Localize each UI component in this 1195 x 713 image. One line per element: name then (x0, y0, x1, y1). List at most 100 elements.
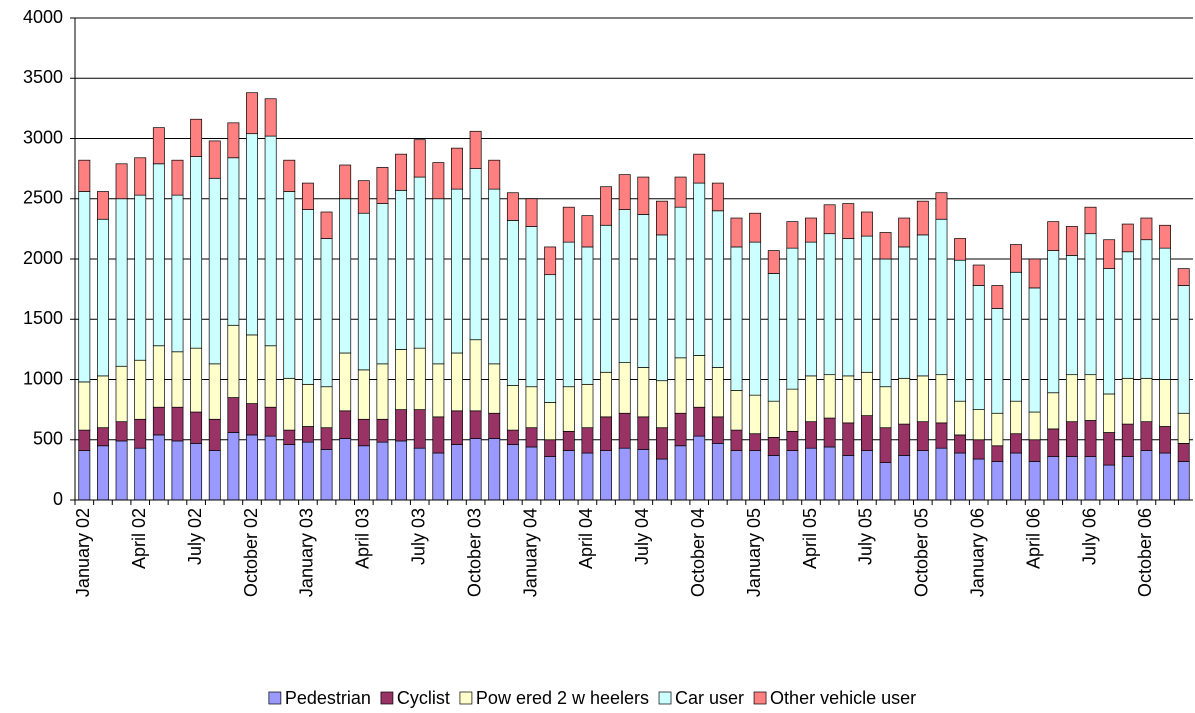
bar-segment (246, 133, 258, 336)
bar-segment (935, 374, 948, 424)
bar-segment (1084, 206, 1097, 235)
bar-segment (544, 439, 557, 457)
bar-segment (674, 412, 687, 447)
bar-segment (78, 450, 91, 501)
bar-segment (301, 182, 314, 210)
bar-segment (562, 241, 575, 388)
bar-segment (301, 426, 314, 443)
bar-segment (339, 164, 352, 200)
bar-segment (152, 345, 165, 408)
bar-segment (1121, 223, 1134, 253)
bar-segment (711, 182, 724, 212)
bar-segment (115, 365, 128, 423)
bar-segment (1047, 428, 1060, 457)
bar-segment (749, 394, 762, 435)
x-tick-label: April 04 (576, 508, 596, 569)
bar-segment (469, 339, 482, 412)
bar-segment (879, 462, 892, 501)
bar-segment (711, 416, 724, 444)
bar-segment (805, 421, 817, 449)
bar-segment (134, 359, 147, 420)
bar-segment (749, 433, 762, 451)
bar-segment (506, 192, 519, 221)
bar-segment (823, 374, 836, 419)
bar-segment (1084, 420, 1097, 457)
bar-segment (879, 427, 892, 463)
bar-segment (376, 203, 389, 365)
bar-segment (823, 233, 836, 376)
bar-segment (916, 450, 929, 501)
y-tick-label: 2000 (23, 248, 63, 268)
legend: Pedestrian Cyclist Pow ered 2 w heelers Car… (268, 688, 916, 708)
bar-segment (954, 238, 967, 261)
bar-segment (208, 450, 221, 501)
bar-segment (656, 427, 668, 460)
bar-segment (283, 191, 296, 379)
bar-segment (1103, 268, 1116, 395)
x-tick-label: July 05 (856, 508, 876, 565)
bar-segment (227, 122, 240, 159)
bar-segment (190, 347, 203, 413)
bar-segment (954, 452, 967, 501)
bar-segment (1065, 456, 1078, 501)
bar-segment (600, 371, 612, 418)
bar-segment (693, 355, 706, 408)
bar-segment (134, 194, 147, 361)
bar-segment (600, 186, 612, 226)
bar-segment (1047, 250, 1060, 394)
bar-segment (637, 214, 650, 368)
x-tick-label: October 04 (688, 508, 708, 597)
bar-segment (227, 397, 240, 433)
bar-segment (432, 198, 445, 365)
bar-segment (935, 218, 948, 376)
bar-segment (171, 406, 184, 442)
bar-segment (469, 410, 482, 439)
bar-segment (320, 427, 333, 450)
x-tick-label: October 03 (464, 508, 484, 597)
bar-segment (916, 234, 929, 377)
x-tick-label: July 02 (185, 508, 205, 565)
bar-segment (581, 383, 594, 429)
bar-segment (879, 386, 892, 429)
bar-segment (395, 440, 408, 501)
bar-segment (413, 447, 426, 501)
bar-segment (618, 174, 631, 210)
legend-label: Pedestrian (285, 688, 371, 708)
bar-segment (339, 198, 352, 354)
bar-segment (1028, 258, 1041, 289)
bar-segment (1065, 374, 1078, 423)
bar-segment (1177, 461, 1190, 501)
bar-segment (656, 380, 668, 429)
bar-segment (1103, 393, 1116, 433)
bar-segment (171, 159, 184, 196)
bar-segment (246, 334, 258, 404)
bar-segment (264, 345, 277, 408)
bar-segment (1121, 377, 1134, 425)
x-tick-label: January 02 (73, 508, 93, 597)
bar-segment (1159, 379, 1171, 427)
bar-segment (1177, 412, 1190, 444)
bar-segment (693, 435, 706, 501)
y-tick-label: 3500 (23, 67, 63, 87)
legend-label: Pow ered 2 w heelers (476, 688, 649, 708)
bar-segment (1177, 268, 1190, 286)
bar-segment (208, 140, 221, 179)
bar-segment (767, 455, 780, 501)
bar-segment (152, 163, 165, 347)
bar-segment (693, 153, 706, 184)
bar-segment (656, 200, 668, 236)
bar-segment (1177, 443, 1190, 462)
bar-segment (171, 351, 184, 408)
bar-segment (860, 415, 873, 451)
bar-segment (451, 147, 463, 190)
bar-segment (432, 363, 445, 418)
bar-segment (432, 162, 445, 200)
bar-segment (1140, 377, 1153, 423)
bar-segment (860, 371, 873, 416)
bar-segment (749, 241, 762, 396)
bar-segment (190, 118, 203, 157)
bar-segment (469, 130, 482, 169)
bar-segment (1159, 247, 1171, 380)
bar-segment (320, 238, 333, 388)
